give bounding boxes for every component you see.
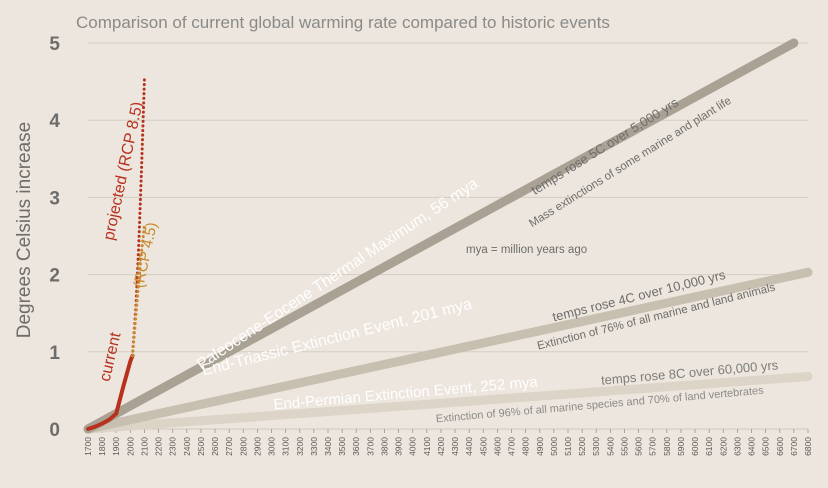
x-tick-label: 5600 bbox=[634, 437, 644, 456]
x-tick-label: 5500 bbox=[619, 437, 629, 456]
x-tick-label: 3900 bbox=[394, 437, 404, 456]
y-tick-label: 4 bbox=[49, 111, 60, 132]
x-tick-label: 6500 bbox=[761, 437, 771, 456]
current-label: current bbox=[97, 330, 125, 383]
x-tick-label: 5100 bbox=[563, 437, 573, 456]
x-tick-label: 6600 bbox=[775, 437, 785, 456]
x-tick-label: 4100 bbox=[422, 437, 432, 456]
x-tick-label: 4400 bbox=[464, 437, 474, 456]
x-tick-label: 4500 bbox=[478, 437, 488, 456]
x-tick-label: 6700 bbox=[789, 437, 799, 456]
x-tick-label: 4000 bbox=[408, 437, 418, 456]
y-axis-label: Degrees Celsius increase bbox=[14, 122, 35, 339]
mya-note: mya = million years ago bbox=[466, 244, 587, 256]
x-tick-label: 6200 bbox=[718, 437, 728, 456]
x-tick-label: 3500 bbox=[337, 437, 347, 456]
y-tick-label: 0 bbox=[49, 420, 60, 441]
x-tick-label: 4200 bbox=[436, 437, 446, 456]
chart-title: Comparison of current global warming rat… bbox=[76, 13, 610, 32]
y-tick-label: 3 bbox=[49, 188, 60, 209]
series-rcp-4-5 bbox=[131, 222, 146, 358]
x-tick-label: 3100 bbox=[281, 437, 291, 456]
x-tick-label: 5900 bbox=[676, 437, 686, 456]
x-tick-label: 3400 bbox=[323, 437, 333, 456]
x-tick-label: 5800 bbox=[662, 437, 672, 456]
x-tick-label: 2100 bbox=[139, 437, 149, 456]
y-tick-label: 2 bbox=[49, 266, 60, 287]
x-tick-label: 3200 bbox=[295, 437, 305, 456]
x-tick-label: 6400 bbox=[747, 437, 757, 456]
x-tick-label: 3800 bbox=[379, 437, 389, 456]
x-tick-label: 1800 bbox=[97, 437, 107, 456]
x-tick-label: 4600 bbox=[492, 437, 502, 456]
x-tick-label: 6300 bbox=[732, 437, 742, 456]
x-tick-label: 3000 bbox=[267, 437, 277, 456]
x-tick-label: 1900 bbox=[111, 437, 121, 456]
petm-detail: Mass extinctions of some marine and plan… bbox=[527, 95, 733, 230]
x-tick-label: 4300 bbox=[450, 437, 460, 456]
x-tick-label: 2000 bbox=[125, 437, 135, 456]
series-end-permian-extinction-event-252-mya bbox=[83, 372, 813, 434]
x-tick-label: 6100 bbox=[704, 437, 714, 456]
x-tick-label: 6800 bbox=[803, 437, 813, 456]
x-tick-label: 3600 bbox=[351, 437, 361, 456]
x-tick-label: 5000 bbox=[549, 437, 559, 456]
series-end-triassic-extinction-event-201-mya bbox=[83, 267, 813, 434]
x-tick-label: 5400 bbox=[605, 437, 615, 456]
x-tick-label: 2800 bbox=[238, 437, 248, 456]
x-tick-label: 5200 bbox=[577, 437, 587, 456]
series-paleocene-eocene-thermal-maximum-56-mya bbox=[83, 38, 799, 434]
x-tick-label: 3300 bbox=[309, 437, 319, 456]
x-tick-label: 4700 bbox=[507, 437, 517, 456]
x-tick-label: 5300 bbox=[591, 437, 601, 456]
x-tick-label: 4800 bbox=[521, 437, 531, 456]
x-tick-label: 2200 bbox=[154, 437, 164, 456]
series-current bbox=[86, 353, 135, 431]
x-tick-label: 4900 bbox=[535, 437, 545, 456]
x-tick-label: 2500 bbox=[196, 437, 206, 456]
rcp85-label: projected (RCP 8.5) bbox=[101, 100, 147, 242]
x-tick-label: 1700 bbox=[83, 437, 93, 456]
x-tick-label: 2300 bbox=[168, 437, 178, 456]
y-tick-label: 5 bbox=[49, 34, 60, 55]
x-tick-label: 2600 bbox=[210, 437, 220, 456]
x-tick-label: 2900 bbox=[252, 437, 262, 456]
x-tick-label: 5700 bbox=[648, 437, 658, 456]
x-tick-label: 2700 bbox=[224, 437, 234, 456]
x-tick-label: 3700 bbox=[365, 437, 375, 456]
x-tick-label: 2400 bbox=[182, 437, 192, 456]
y-tick-label: 1 bbox=[49, 343, 60, 364]
rcp45-label: (RCP 4.5) bbox=[130, 221, 160, 290]
x-tick-label: 6000 bbox=[690, 437, 700, 456]
